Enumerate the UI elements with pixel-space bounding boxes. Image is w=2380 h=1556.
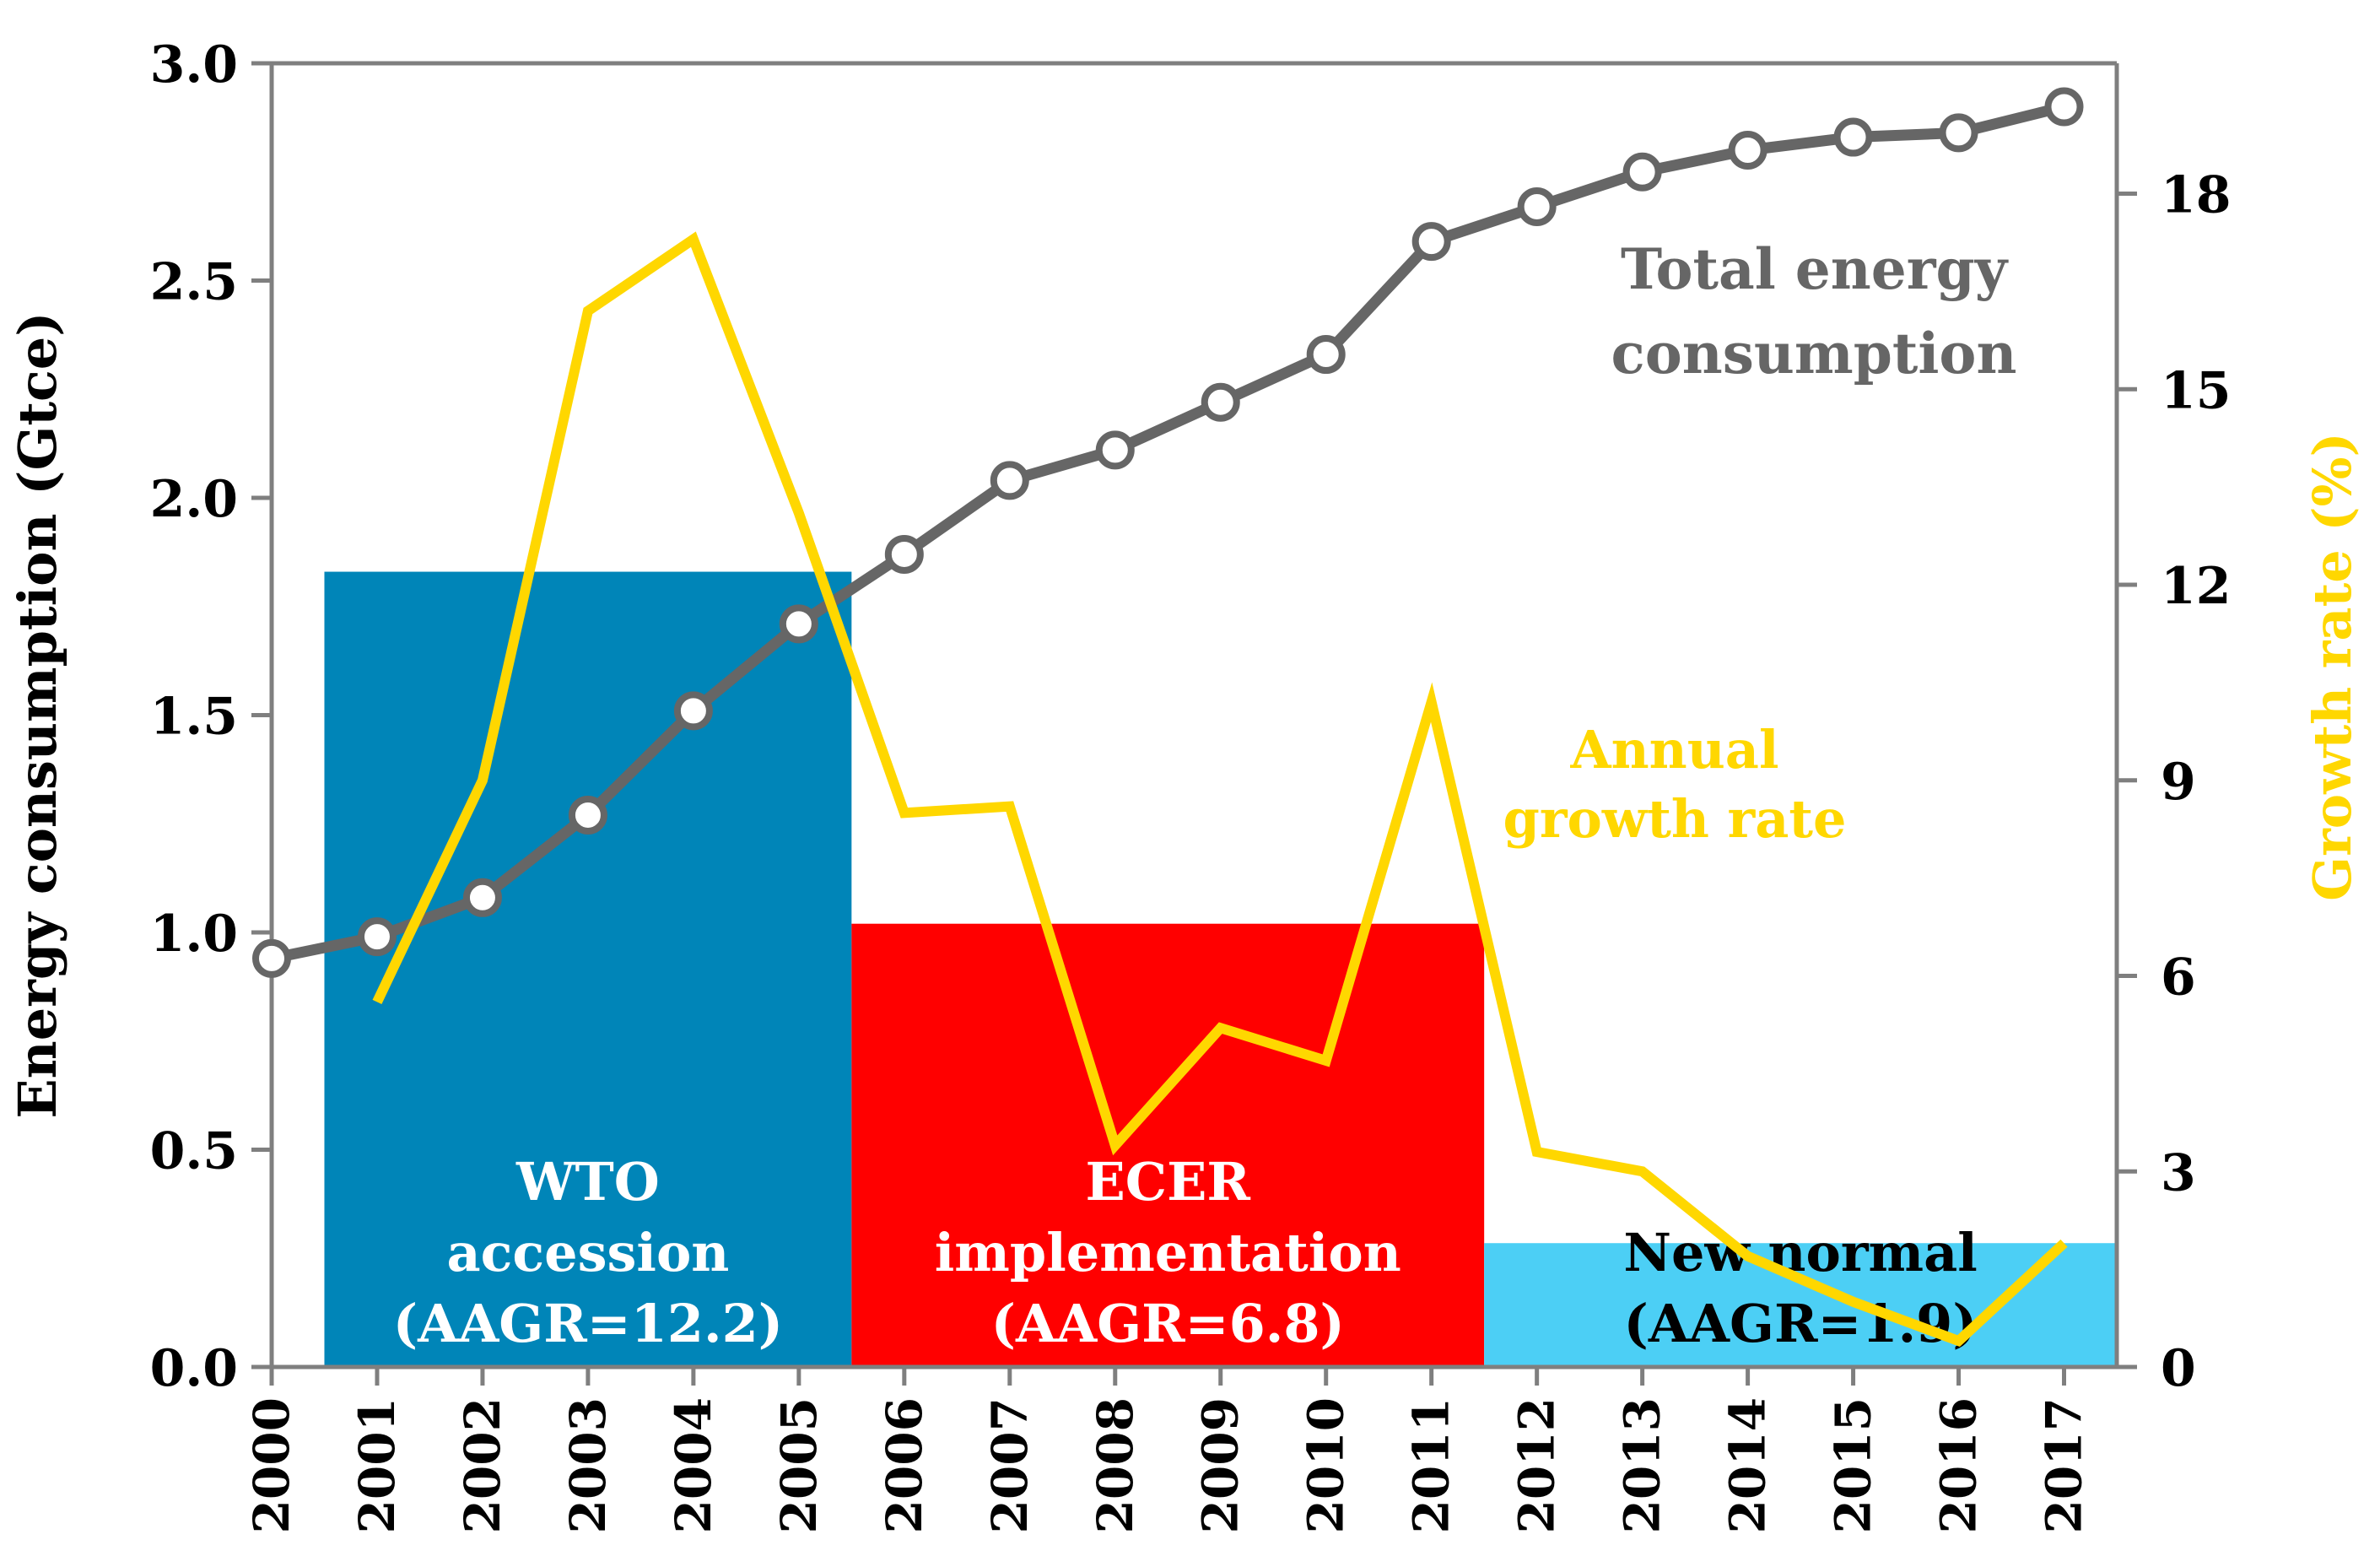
x-tick-label-0: 2000 [243, 1397, 300, 1533]
x-tick-label-15: 2015 [1825, 1397, 1882, 1533]
right-tick-label-0: 0 [2161, 1339, 2196, 1398]
right-tick-label-5: 15 [2161, 361, 2232, 420]
x-tick-label-6: 2006 [876, 1397, 933, 1533]
right-axis-title: Growth rate (%) [2302, 432, 2363, 901]
x-tick-label-5: 2005 [770, 1397, 828, 1533]
period-bar-1 [851, 923, 1485, 1367]
period-label-1-0: ECER [1086, 1151, 1251, 1213]
total-energy-point-2016 [1939, 113, 1978, 153]
left-tick-label-2: 1.0 [150, 905, 238, 964]
period-label-1-1: implementation [935, 1222, 1401, 1283]
left-axis-title: Energy consumption (Gtce) [7, 311, 68, 1118]
left-tick-label-4: 2.0 [150, 470, 238, 529]
total-energy-point-2002 [462, 878, 502, 917]
total-energy-point-2008 [1095, 430, 1135, 470]
total-energy-point-2017 [2044, 87, 2084, 127]
total-energy-point-2011 [1411, 222, 1451, 262]
period-label-0-0: WTO [515, 1151, 660, 1213]
right-tick-label-3: 9 [2161, 753, 2196, 812]
total-energy-point-2012 [1517, 186, 1557, 226]
total-energy-point-2001 [357, 917, 397, 957]
x-tick-label-9: 2009 [1192, 1397, 1249, 1533]
x-tick-label-14: 2014 [1719, 1397, 1777, 1533]
total-energy-point-2015 [1833, 117, 1873, 157]
left-tick-label-5: 2.5 [150, 253, 238, 312]
period-bar-0 [324, 571, 852, 1367]
right-tick-label-1: 3 [2161, 1143, 2196, 1202]
x-tick-label-8: 2008 [1087, 1397, 1144, 1533]
x-tick-label-7: 2007 [981, 1397, 1039, 1533]
growth-rate-annotation-0: Annual [1569, 719, 1778, 781]
x-tick-label-2: 2002 [454, 1397, 511, 1533]
x-tick-label-17: 2017 [2036, 1397, 2093, 1533]
left-tick-label-3: 1.5 [150, 688, 238, 747]
x-tick-label-3: 2003 [559, 1397, 617, 1533]
total-energy-point-2013 [1622, 152, 1662, 192]
total-energy-annotation-1: consumption [1611, 321, 2017, 386]
total-energy-point-2006 [884, 534, 924, 574]
x-tick-label-10: 2010 [1298, 1397, 1355, 1533]
right-tick-label-4: 12 [2161, 557, 2232, 616]
period-label-1-2: (AAGR=6.8) [991, 1293, 1345, 1354]
x-tick-label-4: 2004 [665, 1397, 722, 1533]
total-energy-annotation-0: Total energy [1621, 236, 2009, 302]
total-energy-point-2014 [1728, 131, 1767, 170]
total-energy-point-2010 [1306, 335, 1346, 375]
growth-rate-line [372, 231, 2068, 1348]
total-energy-point-2007 [990, 461, 1029, 500]
period-bar-2 [1484, 1243, 2117, 1367]
left-tick-label-1: 0.5 [150, 1122, 238, 1181]
total-energy-point-2009 [1201, 382, 1240, 422]
left-tick-label-0: 0.0 [150, 1339, 238, 1398]
growth-rate-annotation-1: growth rate [1503, 788, 1847, 850]
total-energy-point-2003 [568, 795, 607, 835]
x-tick-label-16: 2016 [1930, 1397, 1988, 1533]
x-tick-label-1: 2001 [348, 1397, 406, 1533]
total-energy-point-2000 [252, 938, 291, 978]
x-tick-label-11: 2011 [1403, 1397, 1460, 1533]
x-tick-label-13: 2013 [1614, 1397, 1671, 1533]
period-label-0-2: (AAGR=12.2) [393, 1293, 783, 1354]
right-tick-label-6: 18 [2161, 166, 2232, 225]
total-energy-point-2005 [779, 604, 818, 644]
period-label-0-1: accession [446, 1222, 729, 1283]
total-energy-point-2004 [673, 691, 713, 731]
period-label-2-0: New normal [1623, 1222, 1978, 1283]
x-tick-label-12: 2012 [1508, 1397, 1566, 1533]
right-tick-label-2: 6 [2161, 948, 2196, 1008]
left-tick-label-6: 3.0 [150, 35, 238, 95]
